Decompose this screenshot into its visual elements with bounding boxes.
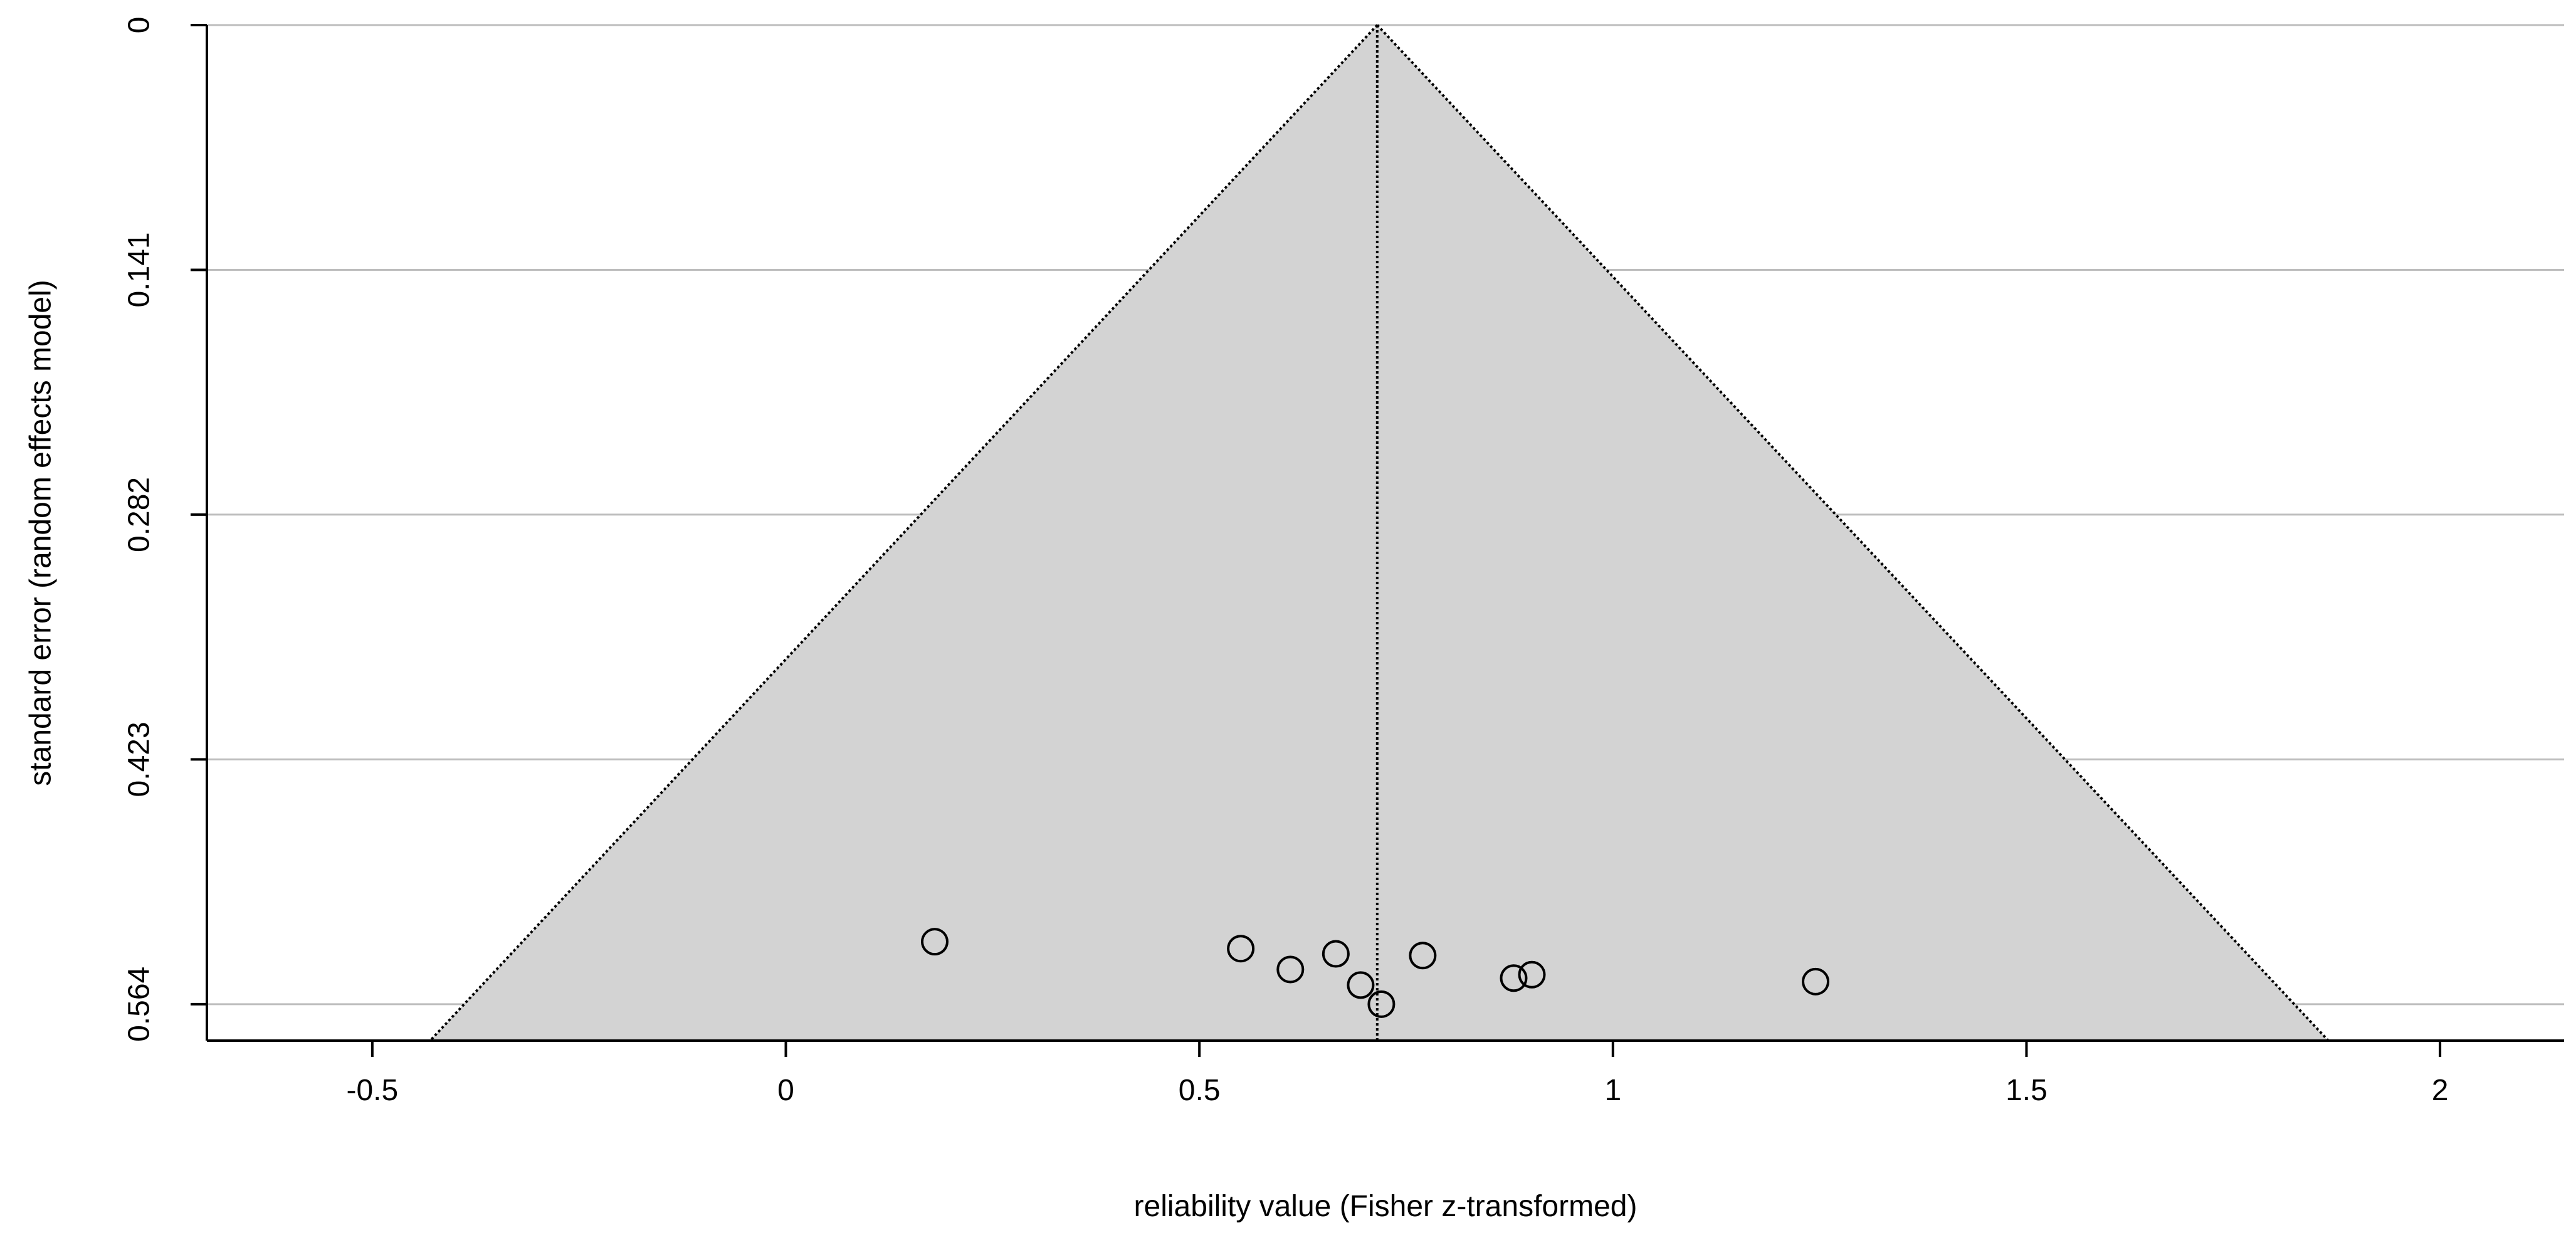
y-tick-label-3: 0.423: [123, 722, 156, 797]
x-tick-label-4: 1.5: [2006, 1074, 2048, 1107]
data-point-3: [1322, 940, 1350, 968]
y-tick-label-0: 0: [123, 17, 156, 34]
funnel-right-edge: [1376, 24, 2330, 1042]
x-axis-ticks: -0.5 0 0.5 1 1.5 2: [347, 1041, 2449, 1107]
funnel-region: [430, 25, 2329, 1041]
data-point-5: [1367, 990, 1396, 1018]
data-point-0: [920, 928, 949, 956]
x-axis-title: reliability value (Fisher z-transformed): [1134, 1190, 1638, 1223]
x-tick-label-0: -0.5: [347, 1074, 399, 1107]
funnel-left-edge: [429, 24, 1379, 1042]
data-point-6: [1409, 942, 1437, 970]
y-axis-title: standard error (random effects model): [24, 280, 58, 785]
x-tick-label-1: 0: [777, 1074, 794, 1107]
data-points: [920, 928, 1830, 1018]
data-point-1: [1227, 935, 1255, 963]
data-point-8: [1518, 960, 1546, 989]
data-point-9: [1802, 967, 1830, 995]
y-tick-label-4: 0.564: [123, 967, 156, 1042]
y-tick-label-1: 0.141: [123, 232, 156, 307]
y-tick-label-2: 0.282: [123, 477, 156, 552]
x-tick-label-5: 2: [2432, 1074, 2449, 1107]
x-tick-label-3: 1: [1604, 1074, 1621, 1107]
x-tick-label-2: 0.5: [1179, 1074, 1221, 1107]
y-axis-ticks: 0 0.141 0.282 0.423 0.564: [123, 17, 207, 1042]
data-point-2: [1276, 955, 1305, 984]
data-point-4: [1347, 971, 1375, 999]
data-point-7: [1500, 964, 1528, 992]
